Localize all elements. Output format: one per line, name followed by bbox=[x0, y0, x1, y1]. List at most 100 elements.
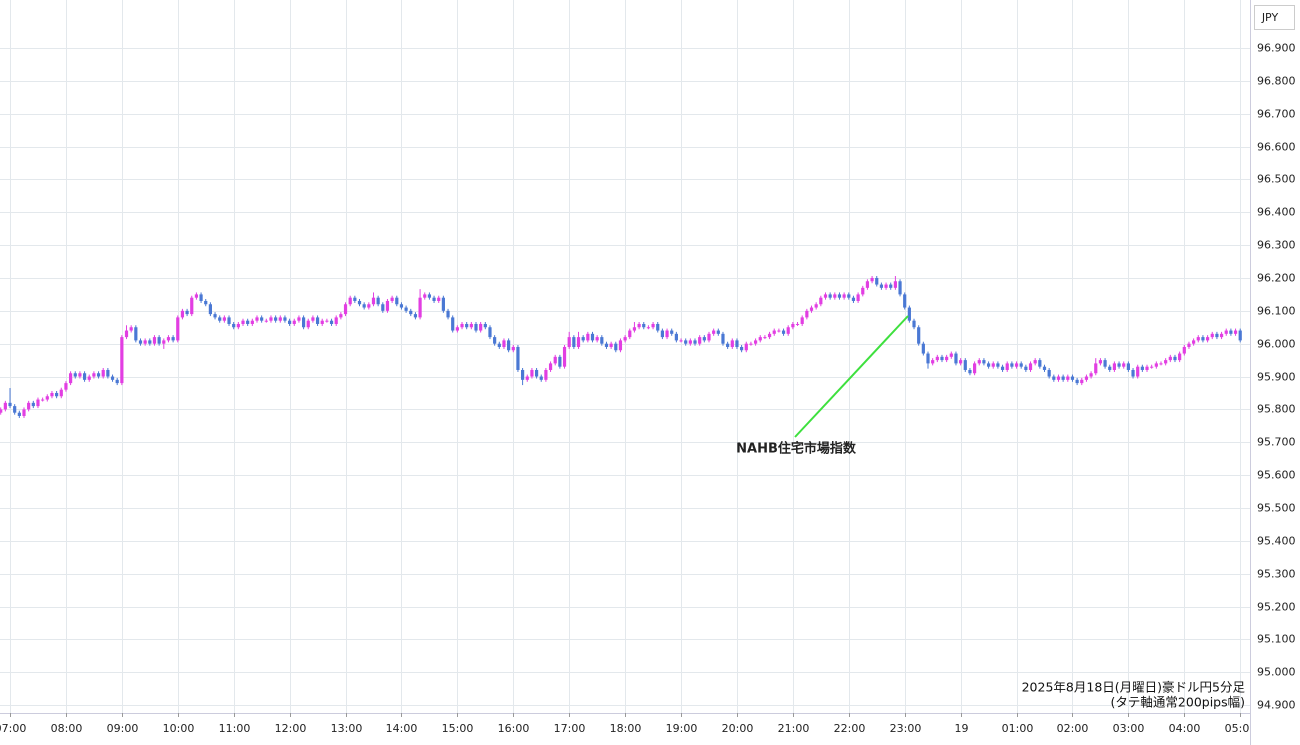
candle-body bbox=[441, 297, 445, 311]
candle-body bbox=[13, 406, 17, 413]
candle-body bbox=[712, 330, 716, 334]
y-tick-label: 95.200 bbox=[1257, 601, 1296, 614]
candle-body bbox=[1080, 379, 1084, 384]
candle-body bbox=[246, 320, 250, 324]
candle-body bbox=[1182, 346, 1186, 354]
candle-body bbox=[618, 340, 623, 351]
grid bbox=[0, 0, 1250, 713]
y-tick-label: 95.500 bbox=[1257, 502, 1296, 515]
candle-body bbox=[423, 294, 427, 298]
candle-body bbox=[1010, 363, 1014, 367]
candle-body bbox=[1238, 330, 1242, 341]
candle-body bbox=[469, 323, 473, 328]
candle-body bbox=[106, 369, 110, 377]
candle-body bbox=[371, 297, 376, 305]
candle-body bbox=[1014, 363, 1019, 367]
candle-body bbox=[1028, 363, 1033, 370]
candle-body bbox=[166, 337, 171, 341]
x-tick-label: 01:00 bbox=[1002, 722, 1034, 735]
candle-body bbox=[912, 320, 916, 328]
chart-title: 2025年8月18日(月曜日)豪ドル円5分足 bbox=[1022, 680, 1246, 695]
x-tick-label: 11:00 bbox=[219, 722, 251, 735]
candle-body bbox=[82, 373, 87, 380]
candle-body bbox=[348, 297, 352, 305]
candle-body bbox=[572, 337, 576, 347]
candle-body bbox=[716, 330, 720, 334]
annotation-line bbox=[794, 315, 909, 438]
candle-body bbox=[1117, 363, 1121, 367]
candle-body bbox=[199, 294, 203, 301]
candle-body bbox=[390, 297, 394, 301]
candle-body bbox=[525, 376, 529, 380]
candle-body bbox=[917, 327, 921, 344]
candle-body bbox=[437, 297, 441, 301]
candle-body bbox=[22, 409, 26, 416]
y-tick-label: 95.900 bbox=[1257, 371, 1296, 384]
candle-body bbox=[138, 340, 143, 344]
y-tick-label: 95.000 bbox=[1257, 666, 1296, 679]
candle-body bbox=[921, 343, 925, 354]
candle-body bbox=[833, 294, 837, 298]
candle-body bbox=[222, 317, 226, 321]
candle-body bbox=[50, 392, 54, 397]
candle-body bbox=[1233, 330, 1238, 334]
candle-body bbox=[1033, 360, 1037, 364]
candle-body bbox=[1201, 337, 1205, 341]
candle-body bbox=[357, 300, 362, 305]
candle-body bbox=[651, 323, 655, 328]
candle-body bbox=[1140, 366, 1144, 370]
candle-body bbox=[991, 363, 995, 367]
candle-body bbox=[55, 392, 59, 397]
candle-body bbox=[41, 399, 45, 401]
y-tick-label: 95.400 bbox=[1257, 535, 1296, 548]
candle-body bbox=[1112, 363, 1116, 370]
candle-body bbox=[656, 323, 660, 331]
candle-body bbox=[977, 360, 981, 364]
candle-body bbox=[996, 363, 1000, 367]
candle-body bbox=[376, 297, 380, 305]
y-tick-label: 96.900 bbox=[1257, 42, 1296, 55]
candle-body bbox=[92, 373, 96, 377]
candle-body bbox=[395, 297, 399, 305]
candle-body bbox=[1196, 337, 1200, 341]
candle-body bbox=[218, 317, 222, 321]
candle-body bbox=[763, 337, 767, 339]
candle-body bbox=[1215, 333, 1219, 338]
candle-body bbox=[1019, 363, 1023, 367]
candle-body bbox=[455, 327, 459, 331]
candle-body bbox=[562, 346, 567, 367]
candle-body bbox=[329, 320, 334, 324]
candle-body bbox=[17, 412, 21, 416]
candle-body bbox=[0, 409, 3, 413]
candle-body bbox=[903, 294, 907, 308]
y-tick-label: 96.500 bbox=[1257, 173, 1296, 186]
y-axis-label: JPY bbox=[1261, 11, 1279, 24]
candle-body bbox=[143, 340, 147, 344]
candle-body bbox=[176, 317, 180, 341]
candle-body bbox=[1126, 363, 1130, 370]
candle-body bbox=[78, 373, 82, 377]
candle-body bbox=[1122, 363, 1126, 367]
candle-body bbox=[334, 317, 338, 324]
candle-body bbox=[120, 337, 124, 384]
y-tick-label: 95.600 bbox=[1257, 469, 1296, 482]
candle-body bbox=[8, 402, 12, 407]
candle-body bbox=[898, 281, 902, 295]
candle-body bbox=[1159, 363, 1163, 365]
candle-body bbox=[576, 337, 581, 347]
candle-body bbox=[870, 277, 874, 282]
candle-body bbox=[320, 320, 324, 324]
x-tick-label: 04:00 bbox=[1169, 722, 1201, 735]
candle-body bbox=[241, 320, 245, 324]
candle-body bbox=[534, 369, 539, 377]
candle-body bbox=[1089, 373, 1093, 377]
candle-body bbox=[805, 310, 809, 318]
candle-body bbox=[36, 399, 40, 407]
candle-body bbox=[814, 304, 818, 308]
candle-body bbox=[27, 402, 31, 410]
candle-body bbox=[968, 369, 972, 374]
annotation: NAHB住宅市場指数 bbox=[736, 441, 857, 457]
candle-body bbox=[269, 317, 273, 321]
x-tick-label: 10:00 bbox=[163, 722, 195, 735]
candle-body bbox=[283, 317, 287, 321]
